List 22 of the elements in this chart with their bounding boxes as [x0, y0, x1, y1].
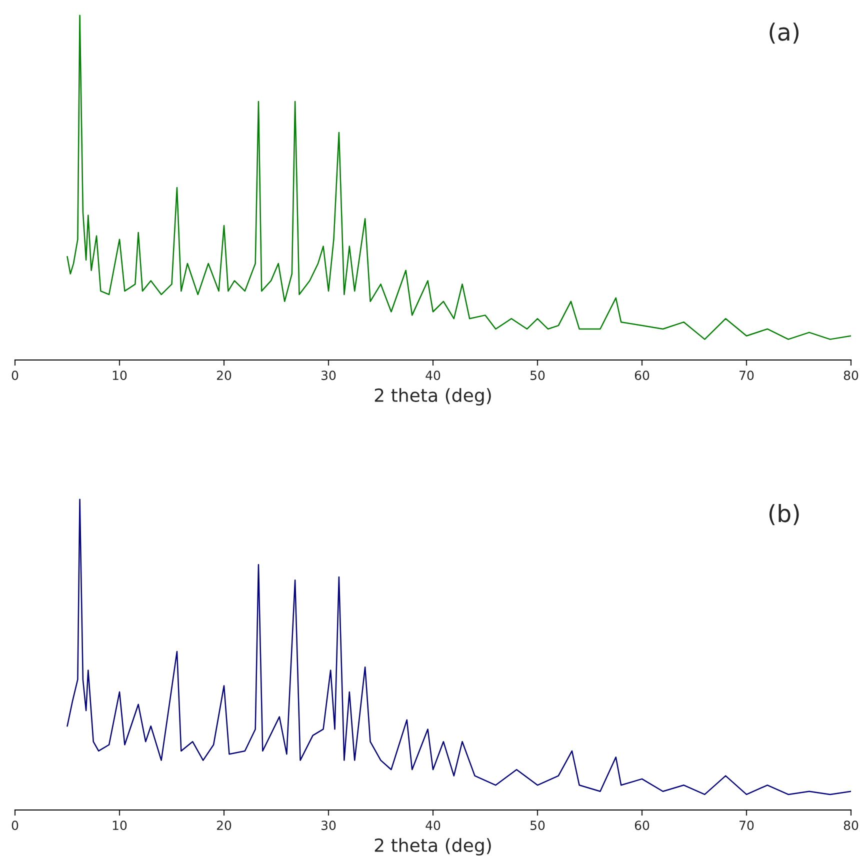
- x-tick-label: 0: [12, 820, 18, 830]
- x-tick-label: 80: [844, 370, 858, 380]
- x-tick-label: 10: [112, 820, 127, 830]
- x-tick-label: 60: [634, 370, 650, 380]
- annotation: (a): [770, 22, 799, 44]
- annotation: (b): [769, 504, 799, 526]
- x-tick-label: 0: [12, 370, 18, 380]
- x-tick-label: 10: [112, 370, 127, 380]
- x-tick-label: 30: [322, 370, 336, 380]
- x-tick-label: 40: [426, 370, 440, 380]
- x-tick-label: 20: [216, 820, 232, 830]
- x-tick-label: 80: [844, 820, 858, 830]
- x-tick-label: 60: [634, 820, 650, 830]
- x-tick-label: 70: [740, 820, 754, 830]
- x-tick-label: 30: [322, 820, 336, 830]
- x-tick-label: 20: [216, 370, 232, 380]
- x-tick-label: 70: [740, 370, 754, 380]
- x-tick-label: 50: [530, 820, 545, 830]
- x-tick-label: 50: [530, 370, 545, 380]
- x-tick-label: 40: [426, 820, 440, 830]
- x-axis-title: 2 theta (deg): [374, 388, 491, 406]
- x-axis-title: 2 theta (deg): [374, 838, 491, 856]
